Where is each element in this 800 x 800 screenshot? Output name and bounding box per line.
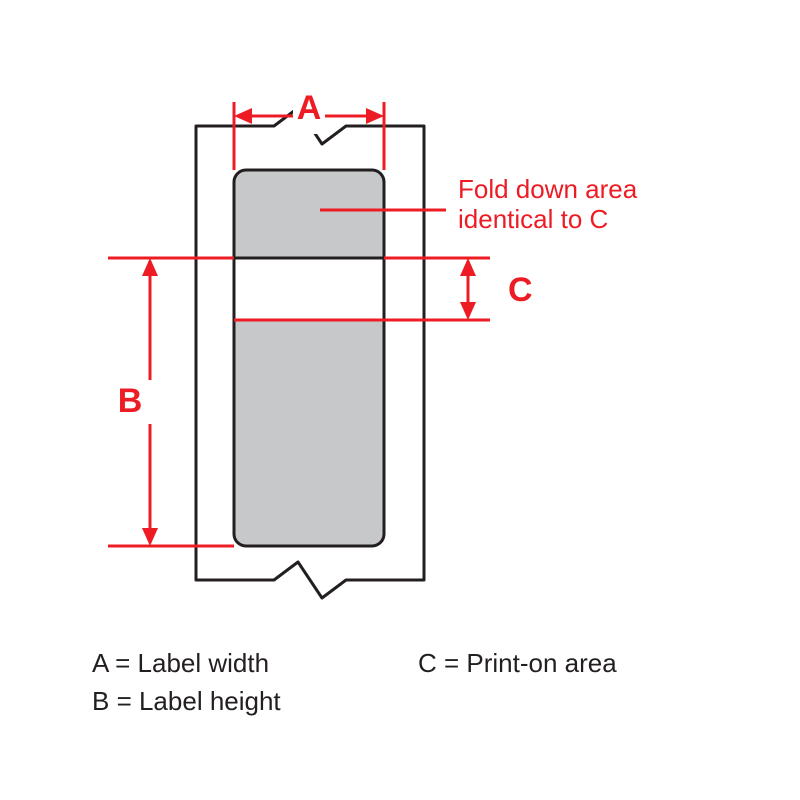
annotation-line1: Fold down area <box>458 174 638 204</box>
label-dimension-diagram: A B C Fold down areaidentical to C A = Label… <box>0 0 800 800</box>
legend-item-2: C = Print-on area <box>418 648 617 678</box>
label-body-lower <box>234 320 384 546</box>
print-on-area <box>234 258 384 320</box>
fold-down-area <box>234 170 384 258</box>
dim-label-a: A <box>297 89 322 127</box>
dim-label-b: B <box>118 382 143 420</box>
legend-item-0: A = Label width <box>92 648 269 678</box>
dim-label-c: C <box>508 271 533 309</box>
legend-item-1: B = Label height <box>92 686 281 716</box>
annotation-line2: identical to C <box>458 204 608 234</box>
